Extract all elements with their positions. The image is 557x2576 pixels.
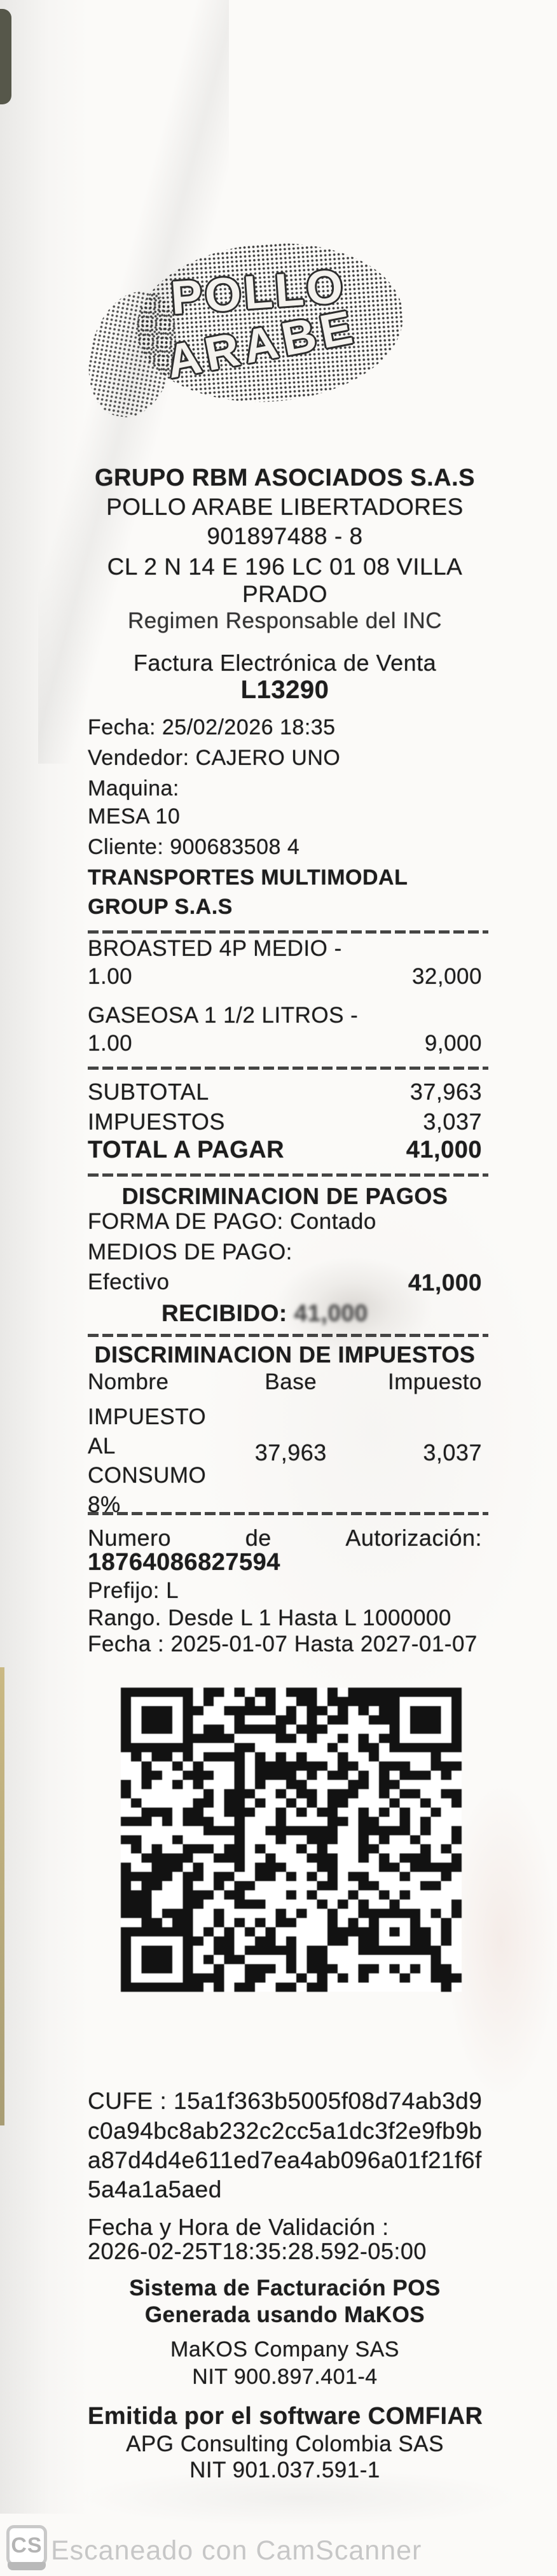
authorization-label: Numero de Autorización: [88,1525,482,1551]
invoice-date: Fecha: 25/02/2026 18:35 [88,715,336,739]
camscanner-logo: CS [6,2525,47,2573]
footer-pos-line1: Sistema de Facturación POS [129,2276,441,2300]
cash-value: 41,000 [408,1270,482,1296]
cufe-line: c0a94bc8ab232c2cc5a1dc3f2e9fb9b [88,2118,483,2144]
authorization-number: 18764086827594 [88,1549,280,1576]
divider [88,1067,488,1070]
item-qty: 1.00 [88,964,133,989]
client-name-line2: GROUP S.A.S [88,895,233,919]
item-row: 1.00 9,000 [88,1031,482,1056]
tax-total-value: 3,037 [423,1109,482,1135]
background-corner [0,9,11,104]
divider [88,930,488,934]
item-price: 32,000 [411,964,482,989]
authorization-range: Rango. Desde L 1 Hasta L 1000000 [88,1606,451,1630]
divider [88,1334,488,1337]
item-name: GASEOSA 1 1/2 LITROS - [88,1003,359,1028]
footer-apg: APG Consulting Colombia SAS [126,2432,444,2456]
document-type: Factura Electrónica de Venta [133,650,437,676]
cufe-line: 5a4a1a5aed [88,2176,222,2202]
pollo-arabe-logo: POLLO ARABE [79,226,425,432]
authorization-prefix: Prefijo: L [88,1578,179,1603]
client-id: Cliente: 900683508 4 [88,835,300,859]
tax-total-row: IMPUESTOS 3,037 [88,1109,482,1135]
seller: Vendedor: CAJERO UNO [88,746,341,770]
divider [88,1512,488,1515]
ink-stain [273,1257,432,1359]
subtotal-row: SUBTOTAL 37,963 [88,1079,482,1105]
footer-pos-line2: Generada usando MaKOS [144,2302,425,2327]
qr-code [121,1688,462,1992]
tax-tax-value: 3,037 [423,1439,482,1466]
cufe-line: a87d4d4e611ed7ea4ab096a01f21f6f [88,2147,482,2173]
validation-label: Fecha y Hora de Validación : [88,2214,389,2240]
cash-row: Efectivo 41,000 [88,1270,482,1296]
store-address-line1: CL 2 N 14 E 196 LC 01 08 VILLA [107,554,463,580]
grand-total-value: 41,000 [406,1137,482,1163]
tax-col-tax: Impuesto [388,1369,482,1394]
footer-makos-nit: NIT 900.897.401-4 [192,2365,378,2389]
tax-total-label: IMPUESTOS [88,1109,225,1135]
tax-name-line: CONSUMO [88,1463,207,1488]
camscanner-cs-icon: CS [6,2525,47,2566]
tax-col-base: Base [265,1369,317,1394]
payments-section-title: DISCRIMINACION DE PAGOS [121,1183,448,1209]
camscanner-watermark-text: Escaneado con CamScanner [51,2535,422,2566]
footer-apg-nit: NIT 901.037.591-1 [189,2458,380,2482]
tax-col-name: Nombre [88,1369,169,1394]
invoice-number: L13290 [240,676,329,704]
client-name-line1: TRANSPORTES MULTIMODAL [88,865,408,890]
cufe-line: CUFE : 15a1f363b5005f08d74ab3d9 [88,2088,483,2114]
tax-values-row: 37,963 3,037 [88,1439,482,1466]
grand-total-row: TOTAL A PAGAR 41,000 [88,1137,482,1164]
paper-warm-tint [445,1782,557,2100]
payment-form: FORMA DE PAGO: Contado [88,1209,376,1234]
received-label: RECIBIDO: [162,1300,287,1326]
item-qty: 1.00 [88,1031,133,1056]
tax-regimen: Regimen Responsable del INC [127,608,443,633]
store-address-line2: PRADO [242,581,328,607]
footer-makos-company: MaKOS Company SAS [170,2337,399,2362]
payment-methods-label: MEDIOS DE PAGO: [88,1240,292,1264]
tax-name-line: IMPUESTO [88,1404,207,1429]
cash-label: Efectivo [88,1270,170,1294]
received-row: RECIBIDO: 41,000 [88,1300,556,1327]
item-row: 1.00 32,000 [88,964,482,990]
footer-comfiar: Emitida por el software COMFIAR [88,2403,483,2430]
subtotal-value: 37,963 [409,1079,482,1105]
item-price: 9,000 [424,1031,482,1056]
paper-shadow-left [0,0,89,2514]
taxes-section-title: DISCRIMINACION DE IMPUESTOS [94,1341,476,1368]
tax-base-value: 37,963 [254,1439,327,1466]
authorization-dates: Fecha : 2025-01-07 Hasta 2027-01-07 [88,1632,478,1656]
camscanner-icon-base [8,2562,46,2570]
grand-total-label: TOTAL A PAGAR [88,1137,285,1163]
company-name: GRUPO RBM ASOCIADOS S.A.S [94,465,476,491]
machine-label: Maquina: [88,776,179,801]
background-edge-strip [0,1667,4,2125]
item-name: BROASTED 4P MEDIO - [88,936,342,961]
tax-table-header: Nombre Base Impuesto [88,1369,482,1395]
company-nit: 901897488 - 8 [207,523,363,549]
subtotal-label: SUBTOTAL [88,1079,209,1105]
store-name: POLLO ARABE LIBERTADORES [106,494,464,520]
divider [88,1173,488,1177]
table-number: MESA 10 [88,804,181,829]
received-value: 41,000 [294,1300,368,1326]
validation-timestamp: 2026-02-25T18:35:28.592-05:00 [88,2238,427,2264]
tax-name-line: AL [88,1434,116,1459]
